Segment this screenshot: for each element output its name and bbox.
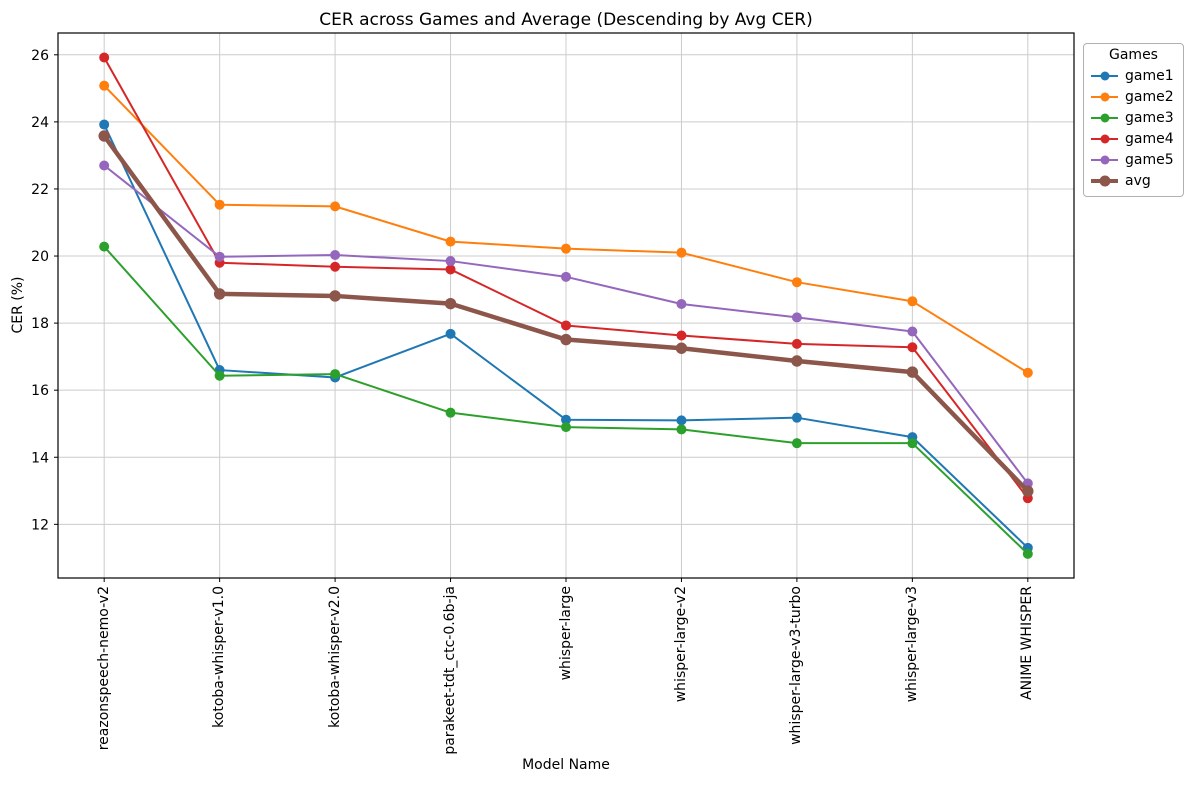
y-tick-label: 26 (31, 48, 49, 64)
data-point-game2 (561, 243, 571, 254)
data-point-avg (329, 290, 341, 302)
legend-item-game4: game4 (1091, 128, 1176, 149)
data-point-game5 (214, 251, 225, 262)
x-tick-label: reazonspeech-nemo-v2 (95, 586, 112, 751)
data-point-game4 (676, 330, 687, 341)
legend-line-marker-avg (1091, 174, 1118, 187)
legend-label-game4: game4 (1125, 130, 1174, 147)
legend-line-marker-game4 (1091, 132, 1118, 145)
series-game5 (99, 160, 1033, 489)
data-point-game2 (791, 277, 802, 288)
data-point-game3 (1022, 548, 1033, 559)
y-tick-label: 22 (31, 182, 49, 198)
data-point-avg (675, 342, 688, 354)
chart-title: CER across Games and Average (Descending… (319, 10, 813, 30)
legend: Games game1 game2 game3 game4 game5 avg (1083, 43, 1184, 197)
data-point-game3 (907, 438, 918, 449)
x-tick-label: whisper-large-v3-turbo (788, 586, 805, 745)
data-point-avg (98, 130, 110, 142)
data-point-game2 (214, 199, 225, 210)
data-point-avg (213, 288, 226, 300)
legend-item-game5: game5 (1091, 149, 1176, 170)
data-point-game5 (907, 326, 918, 337)
data-point-game4 (907, 342, 918, 353)
legend-label-game3: game3 (1125, 109, 1174, 126)
legend-line-marker-game5 (1091, 153, 1118, 166)
axis-ticks: 12 14 16 18 20 22 24 26 (31, 48, 1029, 582)
x-tick-label: kotoba-whisper-v1.0 (211, 586, 228, 728)
data-point-game2 (1022, 367, 1033, 378)
axes-spines (57, 32, 1075, 579)
data-point-game2 (907, 296, 918, 307)
data-point-game5 (676, 298, 687, 309)
data-point-game3 (214, 370, 225, 381)
data-point-game2 (99, 80, 110, 91)
data-point-game1 (445, 328, 456, 339)
data-point-game5 (445, 256, 456, 267)
legend-title: Games (1109, 47, 1158, 63)
y-tick-label: 16 (31, 383, 49, 399)
data-point-avg (1022, 485, 1034, 497)
y-tick-label: 12 (31, 517, 49, 533)
x-tick-label: kotoba-whisper-v2.0 (326, 586, 343, 728)
data-point-game2 (330, 201, 341, 212)
legend-item-game2: game2 (1091, 86, 1176, 107)
data-point-game4 (330, 261, 341, 272)
data-point-game2 (676, 247, 687, 258)
data-point-avg (906, 366, 919, 378)
data-point-game3 (561, 422, 571, 433)
data-point-game5 (330, 250, 341, 261)
legend-item-avg: avg (1091, 170, 1176, 191)
data-point-avg (560, 333, 572, 346)
legend-label-game1: game1 (1125, 67, 1174, 84)
data-point-game1 (791, 412, 802, 423)
legend-label-avg: avg (1125, 172, 1151, 189)
series-game4 (99, 52, 1033, 504)
legend-label-game5: game5 (1125, 151, 1174, 168)
gridlines (58, 33, 1074, 578)
data-point-game3 (99, 241, 110, 252)
data-point-game1 (676, 415, 687, 426)
series-avg (98, 130, 1034, 497)
data-point-game1 (561, 414, 571, 425)
y-tick-label: 14 (31, 450, 49, 466)
series-game2 (99, 80, 1033, 378)
x-tick-label: whisper-large-v3 (903, 586, 920, 703)
x-tick-label: parakeet-tdt_ctc-0.6b-ja (442, 586, 459, 755)
data-point-game3 (330, 369, 341, 380)
data-point-game3 (445, 407, 456, 418)
x-tick-label: ANIME WHISPER (1019, 586, 1036, 700)
x-tick-label: whisper-large-v2 (672, 586, 689, 703)
x-tick-label: whisper-large (557, 586, 574, 681)
x-axis-label: Model Name (522, 757, 610, 773)
data-point-game3 (676, 424, 687, 435)
data-point-avg (791, 355, 803, 367)
legend-item-game3: game3 (1091, 107, 1176, 128)
data-point-game4 (791, 338, 802, 349)
data-point-game3 (791, 438, 802, 449)
data-point-game4 (99, 52, 110, 63)
legend-line-marker-game1 (1091, 69, 1118, 82)
y-tick-label: 24 (31, 115, 49, 131)
data-point-game1 (99, 119, 110, 130)
data-point-game4 (561, 320, 571, 331)
y-tick-label: 18 (31, 316, 49, 332)
data-point-game2 (445, 236, 456, 247)
y-tick-label: 20 (31, 249, 49, 265)
data-point-game5 (791, 312, 802, 323)
series-game3 (99, 241, 1033, 559)
legend-line-marker-game2 (1091, 90, 1118, 103)
data-point-avg (444, 297, 457, 310)
legend-line-marker-game3 (1091, 111, 1118, 124)
data-point-game4 (445, 264, 456, 275)
legend-item-game1: game1 (1091, 65, 1176, 86)
data-point-game5 (99, 160, 110, 171)
data-point-game5 (561, 271, 571, 282)
legend-label-game2: game2 (1125, 88, 1174, 105)
